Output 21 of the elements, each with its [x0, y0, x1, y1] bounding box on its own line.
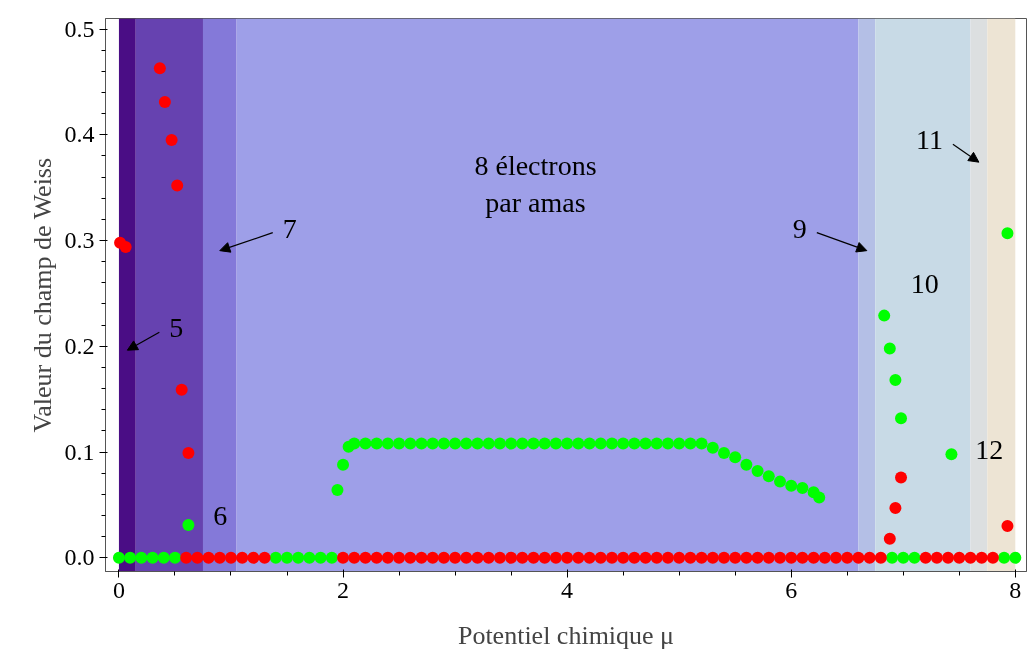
band-label: 10 — [910, 267, 939, 299]
x-tick-label: 2 — [337, 576, 350, 603]
band-label: 5 — [169, 312, 184, 344]
x-tick-label: 0 — [112, 576, 125, 603]
y-tick-label: 0.4 — [64, 121, 95, 148]
y-tick-label: 0.3 — [64, 227, 95, 254]
y-tick-label: 0.5 — [64, 15, 95, 42]
y-axis-title: Valeur du champ de Weiss — [27, 157, 57, 433]
x-tick-label: 8 — [1009, 576, 1022, 603]
x-tick-label: 6 — [785, 576, 798, 603]
band-label: 7 — [282, 212, 297, 244]
x-tick-label: 4 — [561, 576, 574, 603]
y-tick-label: 0.2 — [64, 332, 95, 359]
band-label: 12 — [975, 433, 1004, 465]
y-tick-label: 0.1 — [64, 438, 95, 465]
x-axis-title: Potentiel chimique μ — [457, 620, 675, 650]
band-label: 8 électrons par amas — [474, 150, 597, 219]
band-label: 6 — [213, 500, 228, 532]
band-label: 9 — [792, 212, 807, 244]
y-tick-label: 0.0 — [64, 544, 95, 571]
band-label: 11 — [915, 124, 943, 156]
